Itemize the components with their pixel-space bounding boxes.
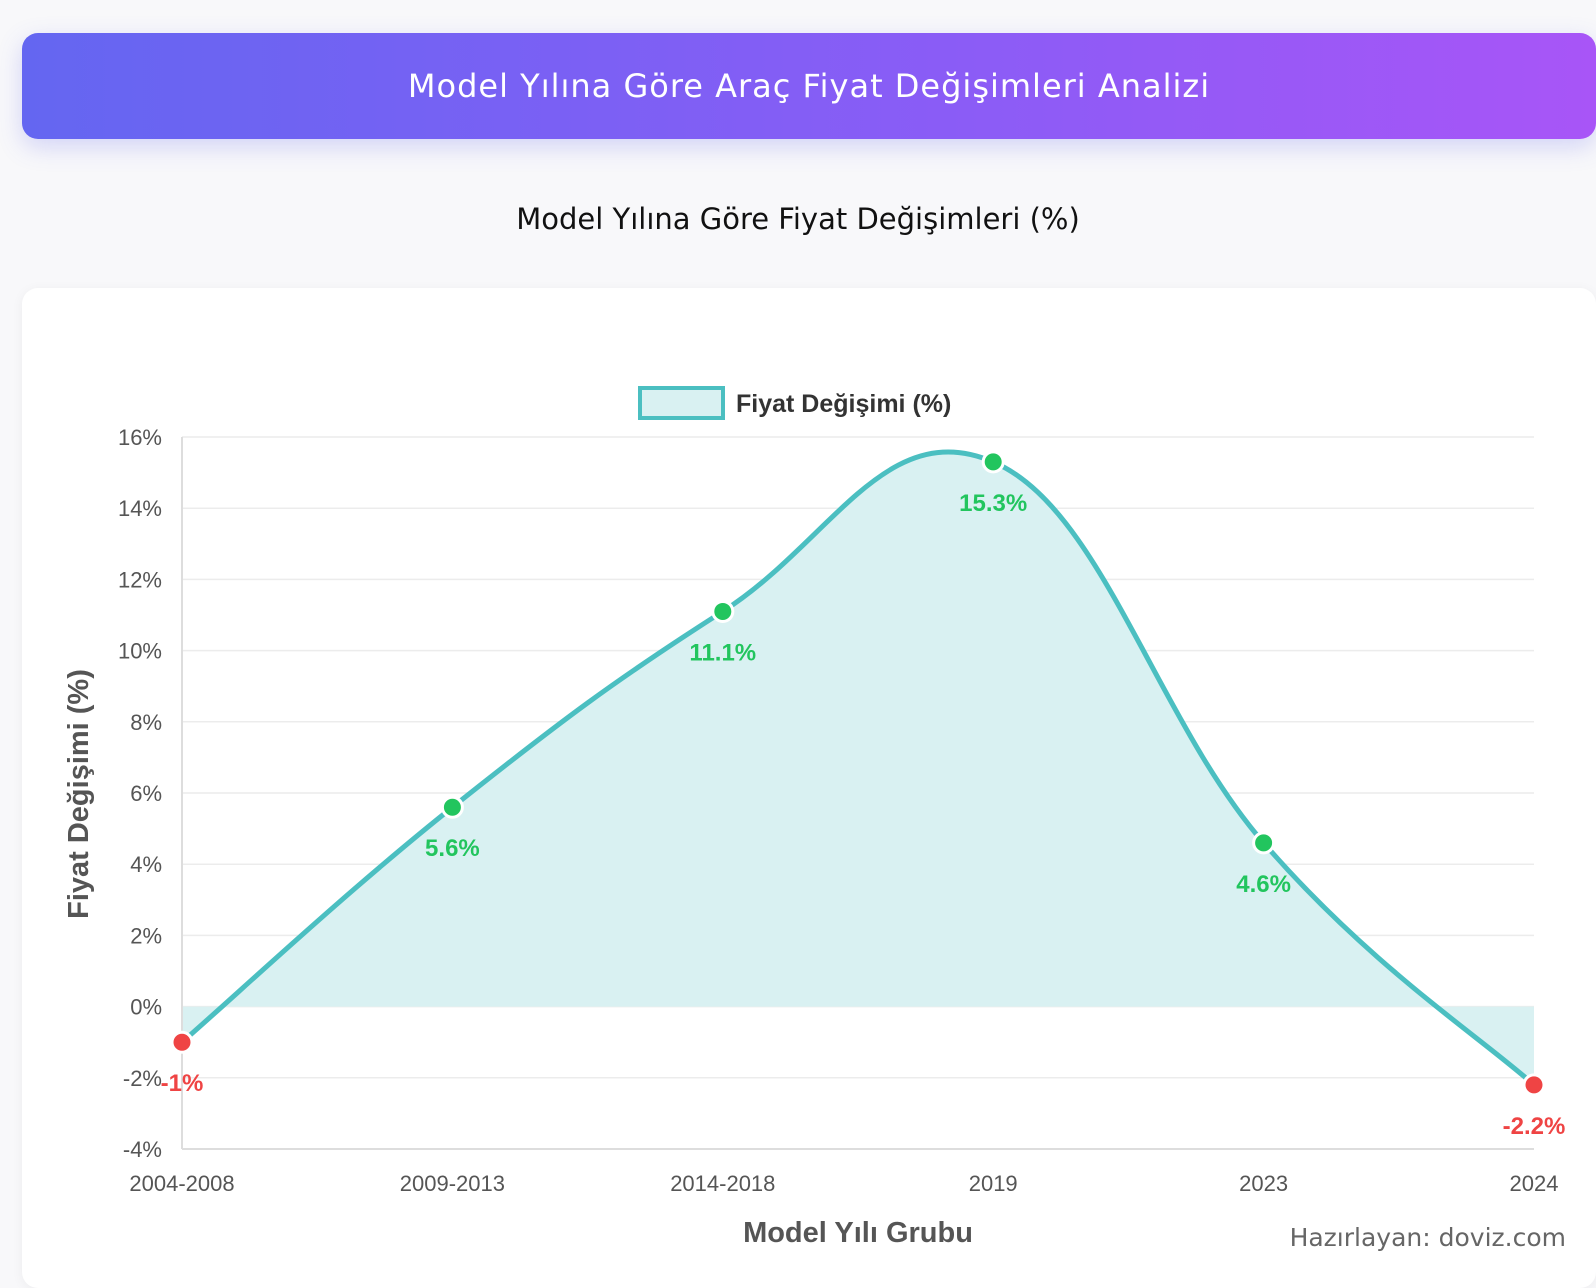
x-tick-label: 2009-2013 xyxy=(400,1171,505,1196)
y-tick-label: 12% xyxy=(118,567,162,592)
page-title: Model Yılına Göre Araç Fiyat Değişimleri… xyxy=(407,67,1211,105)
y-tick-label: -2% xyxy=(123,1066,162,1091)
data-label: -2.2% xyxy=(1503,1113,1566,1140)
x-tick-label: 2014-2018 xyxy=(670,1171,775,1196)
y-tick-label: 0% xyxy=(130,995,162,1020)
y-tick-label: 16% xyxy=(118,425,162,450)
x-tick-label: 2004-2008 xyxy=(129,1171,234,1196)
y-tick-label: 14% xyxy=(118,496,162,521)
series-line xyxy=(179,449,1537,1088)
y-tick-label: 6% xyxy=(130,781,162,806)
data-point[interactable] xyxy=(711,599,735,623)
data-label: 5.6% xyxy=(425,835,480,862)
x-tick-label: 2023 xyxy=(1239,1171,1288,1196)
legend[interactable]: Fiyat Değişimi (%) xyxy=(638,386,951,420)
x-axis-title: Model Yılı Grubu xyxy=(743,1217,973,1249)
header-banner: Model Yılına Göre Araç Fiyat Değişimleri… xyxy=(22,33,1596,139)
data-label: 11.1% xyxy=(689,639,756,666)
data-point[interactable] xyxy=(1252,831,1276,855)
y-tick-label: 8% xyxy=(130,710,162,735)
data-point[interactable] xyxy=(1522,1073,1546,1097)
x-tick-label: 2024 xyxy=(1510,1171,1559,1196)
area-fill xyxy=(182,451,1534,1085)
y-tick-label: -4% xyxy=(123,1137,162,1162)
chart-subtitle: Model Yılına Göre Fiyat Değişimleri (%) xyxy=(516,202,1080,236)
data-label: 4.6% xyxy=(1236,871,1291,898)
y-tick-label: 2% xyxy=(130,923,162,948)
data-label: -1% xyxy=(161,1070,204,1097)
y-tick-label: 4% xyxy=(130,852,162,877)
y-axis-title: Fiyat Değişimi (%) xyxy=(63,669,95,919)
data-label: 15.3% xyxy=(959,490,1027,517)
data-point[interactable] xyxy=(170,1030,194,1054)
x-tick-label: 2019 xyxy=(969,1171,1018,1196)
legend-swatch xyxy=(638,386,725,420)
data-point[interactable] xyxy=(981,450,1005,474)
credit-text: Hazırlayan: doviz.com xyxy=(1290,1223,1566,1252)
legend-label: Fiyat Değişimi (%) xyxy=(736,390,951,418)
y-tick-label: 10% xyxy=(118,639,162,664)
data-point[interactable] xyxy=(440,795,464,819)
